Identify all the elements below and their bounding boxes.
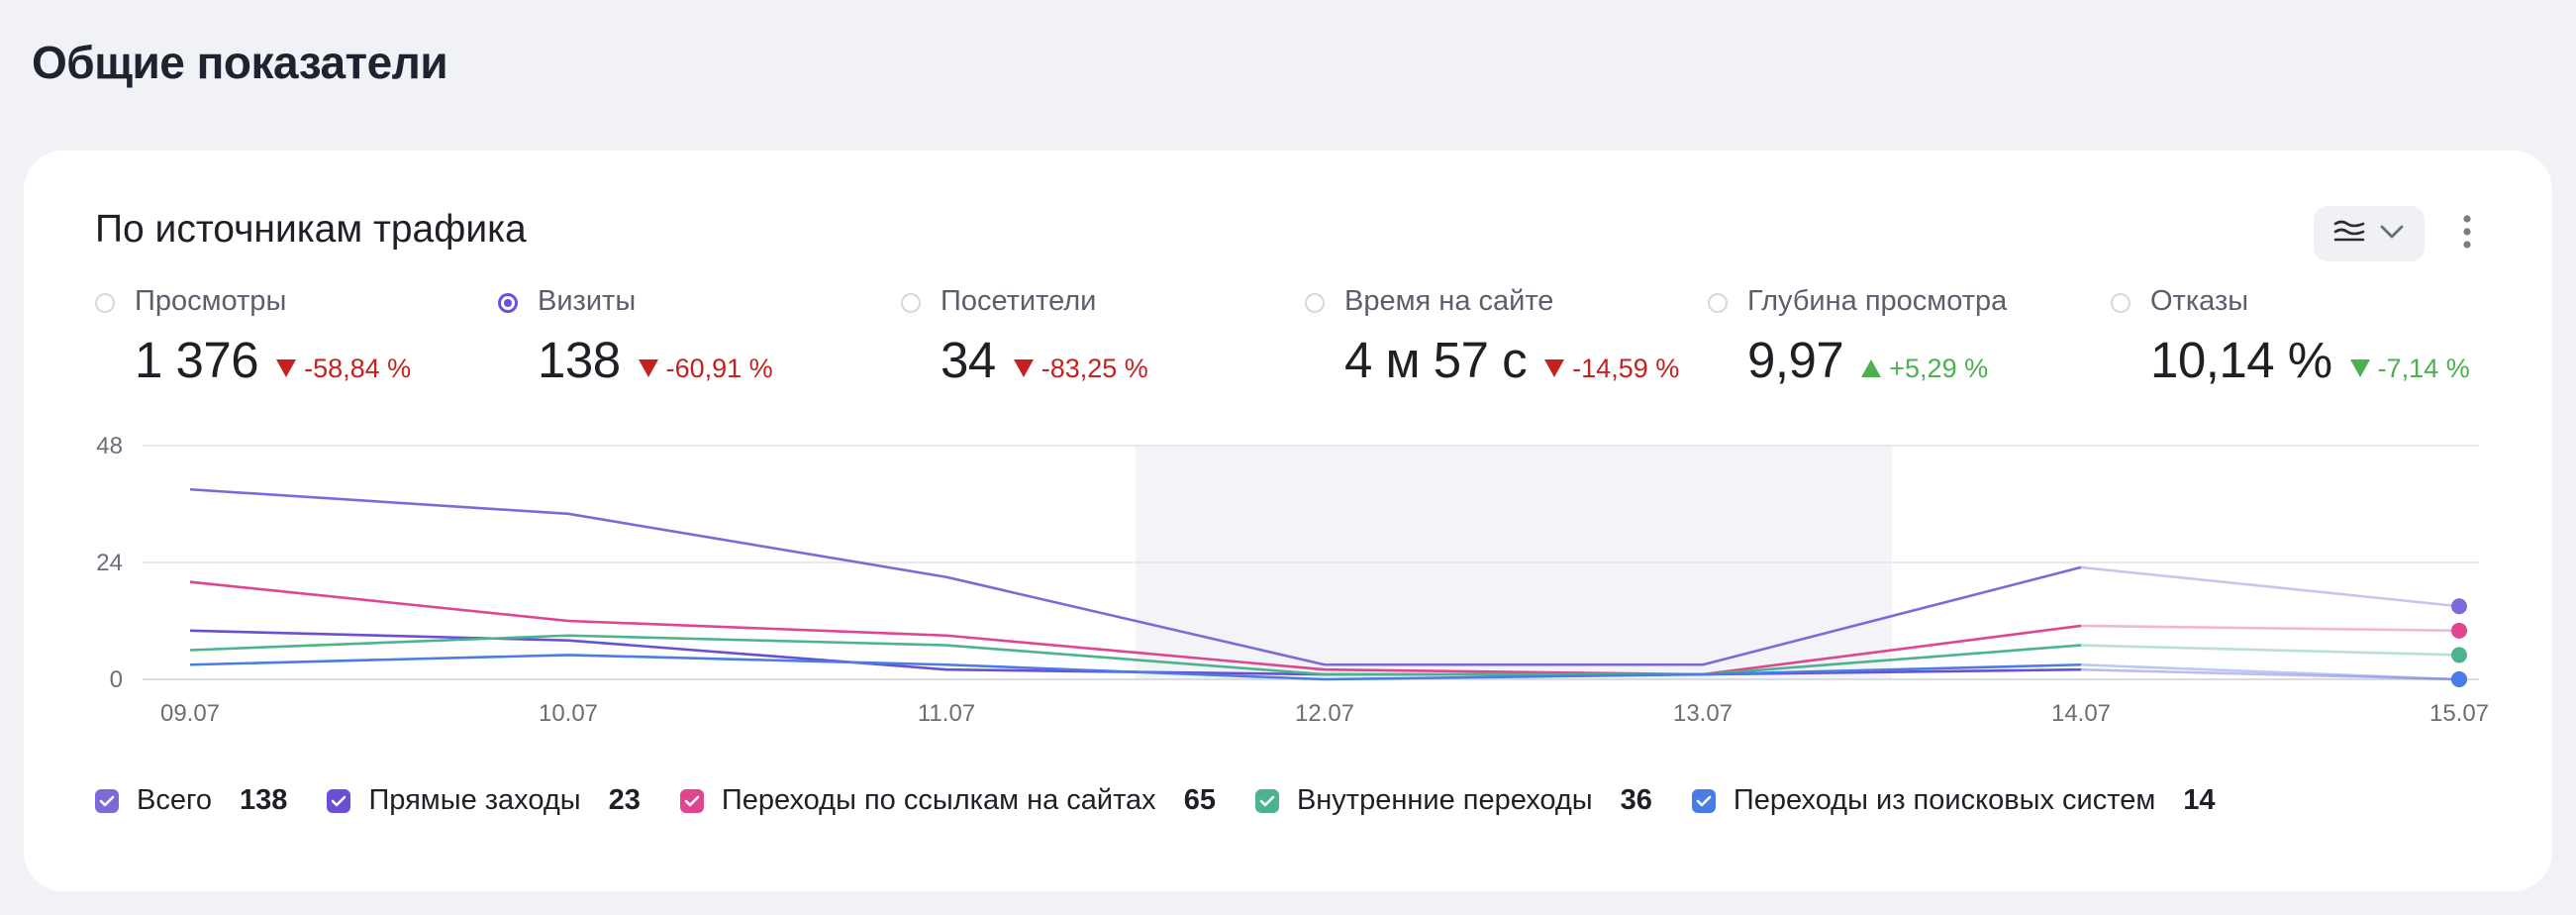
metric-label: Просмотры	[135, 285, 287, 317]
legend-label: Прямые заходы	[368, 784, 581, 816]
legend-label: Всего	[137, 784, 213, 816]
x-tick-label: 13.07	[1673, 700, 1733, 727]
metric-value: 4 м 57 с	[1344, 332, 1528, 388]
series-line-0	[189, 487, 2082, 666]
metric-delta: -14,59 %	[1544, 354, 1679, 384]
metric-value: 138	[538, 332, 621, 388]
x-tick-label: 14.07	[2051, 700, 2111, 727]
series-line-partial-0	[2080, 565, 2460, 608]
series-line-partial-1	[2080, 667, 2460, 681]
x-tick-label: 12.07	[1295, 700, 1354, 727]
metric-radio[interactable]	[1305, 293, 1325, 313]
series-line-partial-4	[2080, 662, 2460, 681]
y-tick-label: 24	[96, 550, 123, 576]
series-line-4	[189, 654, 2082, 681]
arrow-down-icon	[2349, 359, 2370, 377]
metric-label: Визиты	[538, 285, 637, 317]
checkbox-checked-icon[interactable]	[1691, 788, 1716, 813]
legend-item-direct[interactable]: Прямые заходы 23	[327, 784, 641, 817]
arrow-down-icon	[276, 359, 297, 377]
series-endpoint-0	[2451, 598, 2467, 615]
x-tick-label: 15.07	[2429, 700, 2489, 727]
legend-item-internal[interactable]: Внутренние переходы 36	[1254, 784, 1652, 817]
metric-delta: -60,91 %	[638, 354, 773, 384]
series-line-3	[189, 634, 2082, 676]
series-endpoint-3	[2451, 647, 2467, 663]
legend-item-search[interactable]: Переходы из поисковых систем 14	[1691, 784, 2216, 817]
chart-type-dropdown[interactable]	[2314, 206, 2425, 261]
y-tick-label: 48	[96, 433, 123, 459]
page-title: Общие показатели	[32, 37, 448, 88]
chart-legend: Всего 138 Прямые заходы 23 Переходы по с…	[95, 784, 2255, 817]
arrow-down-icon	[638, 359, 658, 377]
legend-item-referral[interactable]: Переходы по ссылкам на сайтах 65	[679, 784, 1216, 817]
traffic-sources-card: По источникам трафика Просмотры	[24, 151, 2552, 891]
metric-label: Отказы	[2150, 285, 2249, 317]
legend-count: 65	[1183, 784, 1216, 816]
metric-value: 10,14 %	[2150, 332, 2332, 388]
x-tick-label: 11.07	[918, 700, 975, 727]
legend-count: 36	[1620, 784, 1652, 816]
metric-delta: -58,84 %	[276, 354, 411, 384]
metric-radio[interactable]	[901, 293, 921, 313]
metric-label: Глубина просмотра	[1747, 285, 2008, 317]
metric-delta: -83,25 %	[1013, 354, 1148, 384]
metric-label: Время на сайте	[1344, 285, 1554, 317]
series-line-2	[189, 580, 2082, 676]
series-line-partial-3	[2080, 644, 2460, 657]
legend-label: Переходы из поисковых систем	[1733, 784, 2156, 816]
more-options-button[interactable]	[2447, 206, 2487, 261]
legend-count: 23	[608, 784, 641, 816]
metric-radio[interactable]	[2111, 293, 2130, 313]
arrow-up-icon	[1861, 359, 1882, 377]
x-tick-label: 09.07	[160, 700, 220, 727]
checkbox-checked-icon[interactable]	[95, 788, 119, 813]
x-tick-label: 10.07	[539, 700, 598, 727]
y-tick-label: 0	[110, 666, 123, 693]
series-endpoint-4	[2451, 671, 2467, 687]
traffic-line-chart[interactable]: 0 24 48 09.07 10.07 11.07 12.07 13.07 14.07 15.07	[24, 151, 2552, 784]
legend-label: Внутренние переходы	[1296, 784, 1593, 816]
metric-delta: +5,29 %	[1861, 354, 1988, 384]
metric-value: 34	[941, 332, 996, 388]
legend-count: 14	[2183, 784, 2216, 816]
metric-value: 9,97	[1747, 332, 1844, 388]
metric-radio[interactable]	[95, 293, 115, 313]
chevron-down-icon	[2379, 224, 2405, 245]
vertical-dots-icon	[2462, 214, 2472, 254]
metric-value: 1 376	[135, 332, 259, 388]
card-title: По источникам трафика	[95, 208, 527, 251]
arrow-down-icon	[1544, 359, 1565, 377]
metric-delta: -7,14 %	[2349, 354, 2470, 384]
checkbox-checked-icon[interactable]	[679, 788, 704, 813]
metric-label: Посетители	[941, 285, 1097, 317]
checkbox-checked-icon[interactable]	[327, 788, 351, 813]
metric-radio[interactable]	[498, 293, 518, 313]
metric-radio[interactable]	[1708, 293, 1728, 313]
legend-label: Переходы по ссылкам на сайтах	[721, 784, 1156, 816]
arrow-down-icon	[1013, 359, 1034, 377]
stacked-lines-icon	[2333, 218, 2365, 251]
series-endpoint-2	[2451, 622, 2467, 639]
legend-count: 138	[240, 784, 288, 816]
legend-item-total[interactable]: Всего 138	[95, 784, 287, 817]
checkbox-checked-icon[interactable]	[1254, 788, 1279, 813]
series-line-partial-2	[2080, 624, 2460, 633]
